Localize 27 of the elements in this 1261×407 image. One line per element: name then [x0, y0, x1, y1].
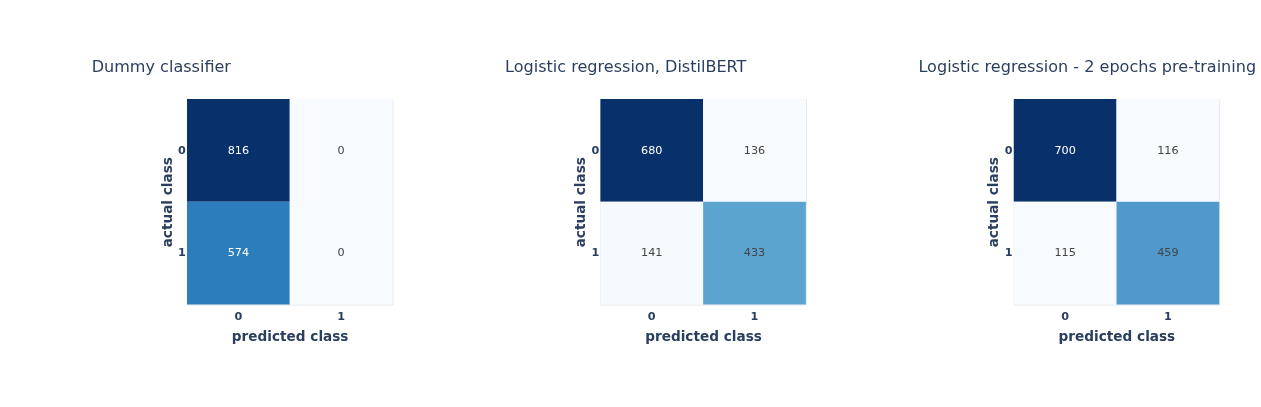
x-tick-label: 1 — [1163, 310, 1172, 324]
data-label: 700 — [1054, 143, 1076, 157]
data-label: 433 — [743, 246, 766, 260]
data-label: 141 — [641, 246, 663, 260]
data-label: 115 — [1054, 246, 1076, 260]
data-label: 574 — [227, 246, 250, 260]
x-tick-label: 1 — [337, 310, 346, 324]
y-axis-title: actual class — [158, 157, 175, 248]
chart-title: Logistic regression, DistilBERT — [505, 56, 747, 76]
y-axis-title: actual class — [571, 157, 588, 248]
x-axis-title: predicted class — [1058, 328, 1176, 345]
chart-title: Dummy classifier — [91, 56, 232, 76]
chart-title: Logistic regression - 2 epochs pre-training — [918, 56, 1257, 76]
x-tick-label: 0 — [647, 310, 656, 324]
data-label: 116 — [1157, 143, 1179, 157]
x-tick-label: 0 — [234, 310, 243, 324]
data-label: 136 — [743, 143, 766, 157]
y-axis-title: actual class — [985, 157, 1002, 248]
x-tick-label: 0 — [1061, 310, 1070, 324]
data-label: 0 — [337, 246, 345, 260]
x-axis-title: predicted class — [645, 328, 762, 345]
data-label: 459 — [1157, 246, 1179, 260]
x-tick-label: 1 — [750, 310, 759, 324]
data-label: 0 — [337, 143, 345, 157]
x-axis-title: predicted class — [231, 328, 349, 345]
data-label: 816 — [227, 143, 250, 157]
data-label: 680 — [641, 143, 663, 157]
